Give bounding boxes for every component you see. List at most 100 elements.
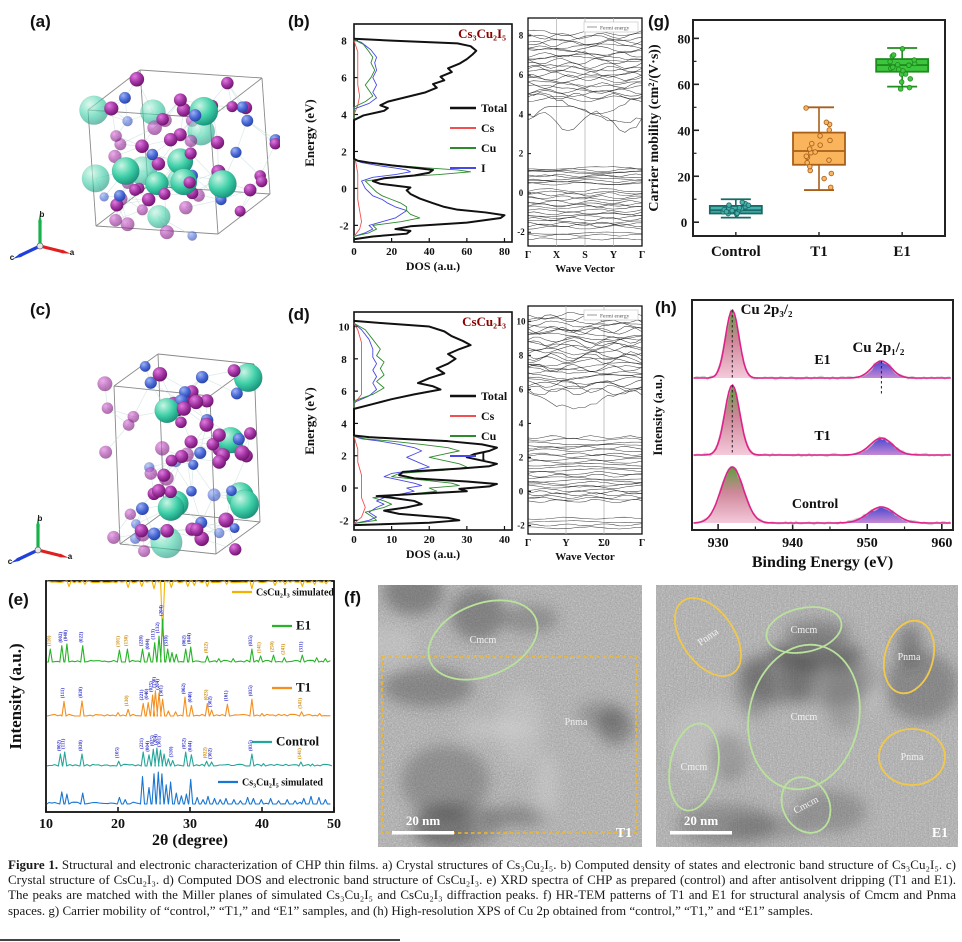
atoms (79, 71, 282, 241)
kpoint-label: Y (562, 538, 570, 549)
label: 0 (341, 183, 347, 195)
label: 2 (341, 146, 347, 158)
dos-band-d: 0 10 20 30 40 -2 0 2 4 6 8 10 DOS (a.u.) Energy (eV) C… (300, 296, 645, 578)
dos-title: Cs₃Cu₂I₅ (458, 26, 506, 41)
label: 20 (424, 534, 436, 546)
miller-label: (113) (152, 629, 157, 640)
label: 4 (341, 418, 347, 430)
label: 60 (461, 246, 473, 258)
footer-rule (0, 939, 400, 941)
phase-ellipse (674, 597, 742, 677)
miller-label: (221) (140, 738, 145, 749)
mobility-ylabel: Carrier mobility (cm²/(V·s)) (647, 44, 662, 212)
label: 6 (519, 384, 524, 394)
label: 40 (499, 534, 511, 546)
phase-label: Cmcm (470, 635, 497, 646)
miller-label: (141) (258, 642, 263, 653)
label: 0 (351, 534, 357, 546)
tem-render: Cmcm Pnma 20 nm T1 (347, 567, 642, 851)
miller-label: (062) (183, 635, 188, 646)
miller-label: (022) (204, 747, 209, 758)
miller-label: (040) (188, 691, 193, 702)
label: b (40, 210, 45, 219)
kpoint-label: Γ (639, 250, 645, 261)
xrd-legend-1: E1 (296, 618, 311, 633)
miller-label: (040) (145, 688, 150, 699)
label: -2 (517, 227, 525, 237)
miller-label: (221) (140, 689, 145, 700)
phase-ellipse (427, 599, 539, 681)
sample-label: E1 (932, 826, 948, 841)
label: 20 (111, 817, 125, 832)
phase-ellipse (668, 722, 720, 812)
miller-label: (035) (249, 740, 254, 751)
miller-label: (130) (124, 635, 129, 646)
label: c (10, 253, 15, 262)
scale-bar (392, 831, 454, 835)
miller-label: (004) (146, 741, 151, 752)
dos-title: CsCu₂I₃ (462, 314, 506, 329)
miller-label: (022) (204, 642, 209, 653)
xrd-legend-3: Control (276, 734, 319, 749)
miller-label: (302) (209, 748, 214, 759)
label: 8 (341, 36, 347, 48)
label: b (38, 514, 43, 523)
label: 2 (341, 451, 347, 463)
label: 0 (351, 246, 357, 258)
boxplot-render: 0 20 40 60 80 Carrier mobility (cm²/(V·s)) Con… (647, 19, 946, 260)
phase-ellipse (780, 776, 832, 834)
miller-label: (020) (79, 740, 84, 751)
cu2p12-label: Cu 2p₁/₂ (852, 340, 904, 356)
label: -2 (517, 520, 525, 530)
figure-caption: Figure 1. Structural and electronic char… (8, 857, 956, 918)
box-category-T1: T1 (810, 244, 828, 260)
crystal-render: b a c (10, 69, 282, 262)
dos-legend-Cu: Cu (481, 429, 497, 443)
miller-label: (111) (61, 688, 66, 699)
dos-legend-Total: Total (481, 389, 508, 403)
phase-ellipse (883, 619, 935, 695)
label: 20 (678, 169, 691, 184)
dos-ylabel: Energy (eV) (302, 99, 317, 167)
label: c (8, 557, 13, 566)
panel-a-label: (a) (30, 12, 51, 31)
miller-label: (302) (209, 696, 214, 707)
xrd-legend-0: CsCu₂I₃ simulated (256, 588, 334, 599)
kpoint-label: X (553, 250, 561, 261)
miller-label: (002) (57, 740, 62, 751)
phase-label: Cmcm (791, 712, 818, 723)
label: 6 (341, 386, 347, 398)
miller-label: (101) (116, 636, 121, 647)
miller-label: (110) (47, 635, 52, 646)
miller-label: (204) (154, 734, 159, 745)
label: 0 (341, 483, 347, 495)
label: 40 (424, 246, 436, 258)
label: 930 (708, 536, 729, 551)
sample-label: T1 (616, 826, 632, 841)
label: 20 (386, 246, 398, 258)
fermi-legend: Fermi energy (600, 314, 630, 320)
label: 50 (327, 817, 341, 832)
xrd-xlabel: 2θ (degree) (152, 832, 228, 849)
miller-label: (023) (204, 689, 209, 700)
label: 940 (782, 536, 803, 551)
miller-label: (002) (59, 631, 64, 642)
miller-label: (044) (188, 741, 193, 752)
cu2p32-label: Cu 2p₃/₂ (741, 302, 793, 318)
xps-trace-E1: E1 (814, 353, 830, 368)
miller-label: (204) (156, 679, 161, 690)
panel-f-label: (f) (344, 588, 361, 607)
phase-label: Cmcm (681, 762, 708, 773)
dos-legend-I: I (481, 161, 486, 175)
caption-prefix: Figure 1. (8, 857, 59, 872)
label: -2 (339, 220, 349, 232)
axes-gizmo: b a c (8, 514, 73, 566)
crystal-structure-c: b a c (8, 292, 280, 582)
label: 80 (678, 31, 691, 46)
axes-gizmo: b a c (10, 210, 75, 262)
label: 10 (386, 534, 398, 546)
kpoint-label: Σ0 (598, 538, 610, 549)
tem-image-e1: Pnma Cmcm Cmcm Pnma Pnma Cmcm Cmcm 20 nm E1 (656, 585, 959, 847)
panel-c-label: (c) (30, 300, 51, 319)
